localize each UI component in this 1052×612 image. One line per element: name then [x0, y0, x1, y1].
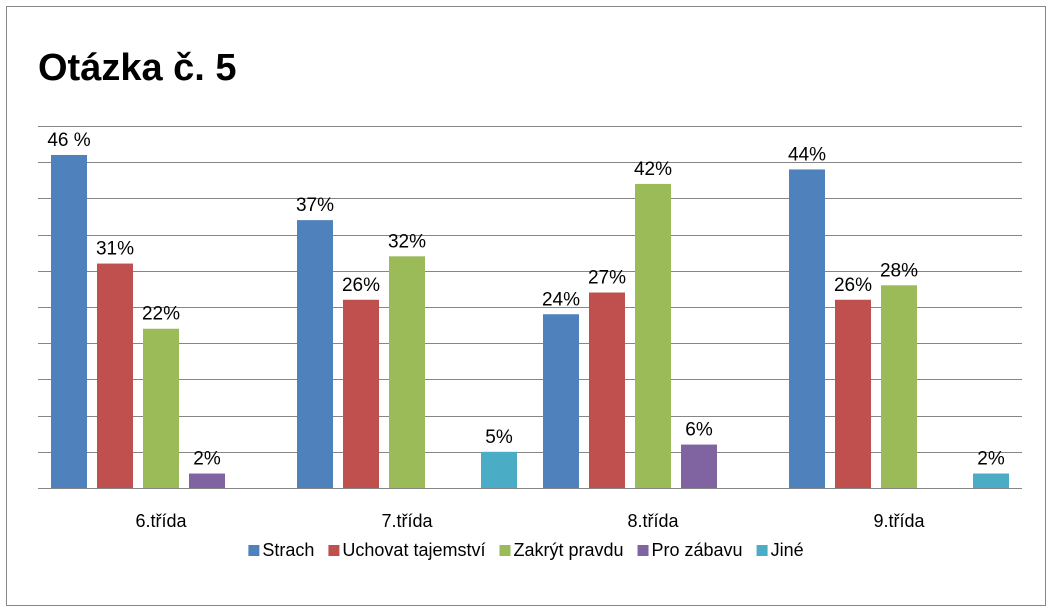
data-label: 37% — [296, 195, 334, 216]
bar — [51, 154, 87, 488]
bar — [343, 299, 379, 488]
chart-border — [6, 6, 1046, 606]
chart-title: Otázka č. 5 — [38, 47, 237, 89]
data-label: 27% — [588, 268, 626, 289]
bar — [681, 444, 717, 488]
legend-label: Strach — [262, 540, 314, 560]
data-label: 6% — [685, 420, 713, 441]
data-label: 32% — [388, 231, 426, 252]
data-label: 5% — [485, 427, 513, 448]
legend-label: Jiné — [771, 540, 804, 560]
bar — [97, 263, 133, 488]
legend-swatch — [328, 545, 340, 556]
bar — [881, 285, 917, 488]
data-label: 28% — [880, 260, 918, 281]
data-label: 26% — [342, 275, 380, 296]
bar — [143, 328, 179, 488]
bar — [973, 473, 1009, 488]
bar — [635, 183, 671, 489]
legend-swatch — [248, 545, 260, 556]
bar — [543, 314, 579, 488]
data-label: 24% — [542, 289, 580, 310]
x-tick-label: 8.třída — [627, 511, 679, 531]
legend-label: Zakrýt pravdu — [513, 540, 623, 560]
x-tick-label: 7.třída — [381, 511, 433, 531]
data-label: 22% — [142, 304, 180, 325]
bar — [589, 292, 625, 488]
bar — [389, 256, 425, 488]
bar — [789, 169, 825, 488]
bar — [297, 220, 333, 488]
legend-label: Uchovat tajemství — [342, 540, 485, 560]
bar — [835, 299, 871, 488]
data-label: 2% — [977, 449, 1005, 470]
legend-swatch — [499, 545, 511, 556]
bar — [481, 451, 517, 488]
data-label: 42% — [634, 159, 672, 180]
data-label: 2% — [193, 449, 221, 470]
legend-swatch — [756, 545, 768, 556]
data-label: 26% — [834, 275, 872, 296]
bar — [189, 473, 225, 488]
legend-label: Pro zábavu — [652, 540, 743, 560]
legend-swatch — [637, 545, 649, 556]
x-tick-label: 6.třída — [135, 511, 187, 531]
data-label: 31% — [96, 239, 134, 260]
data-label: 44% — [788, 144, 826, 165]
x-tick-label: 9.třída — [873, 511, 925, 531]
data-label: 46 % — [47, 130, 90, 151]
